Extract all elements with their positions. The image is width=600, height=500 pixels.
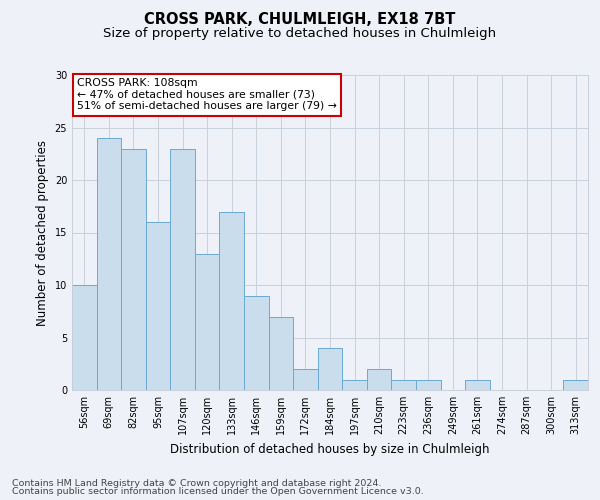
Bar (97, 138, 121, 390)
Bar (391, 380, 416, 390)
Text: Contains HM Land Registry data © Crown copyright and database right 2024.: Contains HM Land Registry data © Crown c… (12, 478, 382, 488)
Bar (170, 148, 195, 390)
Bar (465, 380, 490, 390)
Bar (146, 222, 170, 390)
Bar (416, 380, 440, 390)
Text: Size of property relative to detached houses in Chulmleigh: Size of property relative to detached ho… (103, 28, 497, 40)
Bar (244, 296, 269, 390)
Y-axis label: Number of detached properties: Number of detached properties (36, 140, 49, 326)
Text: CROSS PARK, CHULMLEIGH, EX18 7BT: CROSS PARK, CHULMLEIGH, EX18 7BT (145, 12, 455, 28)
Bar (318, 348, 342, 390)
Bar (342, 380, 367, 390)
Bar (269, 316, 293, 390)
Bar (121, 148, 146, 390)
Bar (195, 254, 220, 390)
Bar (293, 369, 318, 390)
Text: CROSS PARK: 108sqm
← 47% of detached houses are smaller (73)
51% of semi-detache: CROSS PARK: 108sqm ← 47% of detached hou… (77, 78, 337, 112)
X-axis label: Distribution of detached houses by size in Chulmleigh: Distribution of detached houses by size … (170, 442, 490, 456)
Text: Contains public sector information licensed under the Open Government Licence v3: Contains public sector information licen… (12, 487, 424, 496)
Bar (563, 380, 588, 390)
Bar (72, 285, 97, 390)
Bar (220, 212, 244, 390)
Bar (367, 369, 391, 390)
